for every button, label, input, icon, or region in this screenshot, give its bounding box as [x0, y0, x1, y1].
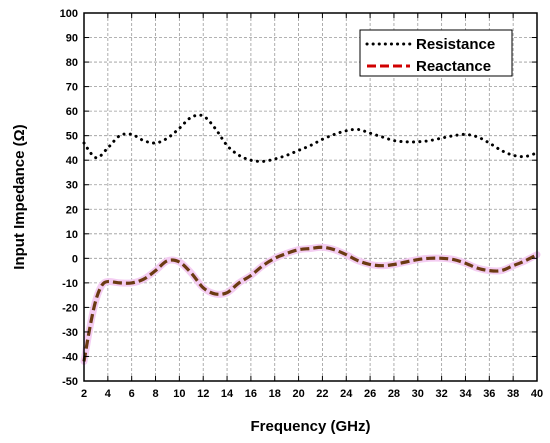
x-tick-label: 36 [483, 388, 495, 400]
plot-series [80, 113, 541, 365]
x-axis-title: Frequency (GHz) [250, 418, 370, 435]
axis-ticks: 2 4 6 8 10 12 14 16 18 20 22 24 26 28 30 32 34 36 38 40-50-… [60, 8, 543, 400]
y-tick-label: 100 [60, 8, 78, 20]
x-tick-label: 34 [459, 388, 472, 400]
x-tick-label: 28 [388, 388, 400, 400]
legend-box [359, 29, 513, 77]
y-tick-label: -40 [62, 351, 78, 363]
x-tick-label: 14 [221, 388, 234, 400]
y-tick-label: 40 [66, 155, 78, 167]
y-tick-label: -20 [62, 302, 78, 314]
x-tick-label: 22 [316, 388, 328, 400]
y-tick-label: -10 [62, 278, 78, 290]
x-tick-label: 40 [531, 388, 543, 400]
y-axis-title: Input Impedance (Ω) [11, 124, 28, 269]
y-tick-label: 20 [66, 204, 78, 216]
x-tick-label: 24 [340, 388, 353, 400]
x-tick-label: 26 [364, 388, 376, 400]
y-tick-label: 90 [66, 33, 78, 45]
x-tick-label: 20 [292, 388, 304, 400]
x-tick-label: 16 [245, 388, 257, 400]
y-tick-label: -50 [62, 376, 78, 388]
y-tick-label: 70 [66, 82, 78, 94]
legend-label-resistance: Resistance [416, 36, 495, 53]
x-tick-label: 8 [152, 388, 158, 400]
x-tick-label: 10 [173, 388, 185, 400]
x-tick-label: 4 [105, 388, 112, 400]
x-tick-label: 2 [81, 388, 87, 400]
y-tick-label: 50 [66, 131, 78, 143]
y-tick-label: 30 [66, 180, 78, 192]
series-line-resistance [82, 113, 539, 163]
x-tick-label: 12 [197, 388, 209, 400]
x-tick-label: 6 [129, 388, 135, 400]
x-tick-label: 38 [507, 388, 519, 400]
y-tick-label: -30 [62, 327, 78, 339]
y-tick-label: 80 [66, 57, 78, 69]
legend-label-reactance: Reactance [416, 58, 491, 75]
series-line-reactance [82, 245, 538, 362]
plot-frame [83, 12, 538, 382]
x-tick-label: 32 [436, 388, 448, 400]
y-tick-label: 10 [66, 229, 78, 241]
x-tick-label: 30 [412, 388, 424, 400]
x-tick-label: 18 [269, 388, 281, 400]
y-tick-label: 60 [66, 106, 78, 118]
legend: Resistance Reactance [359, 29, 513, 77]
y-tick-label: 0 [72, 253, 78, 265]
